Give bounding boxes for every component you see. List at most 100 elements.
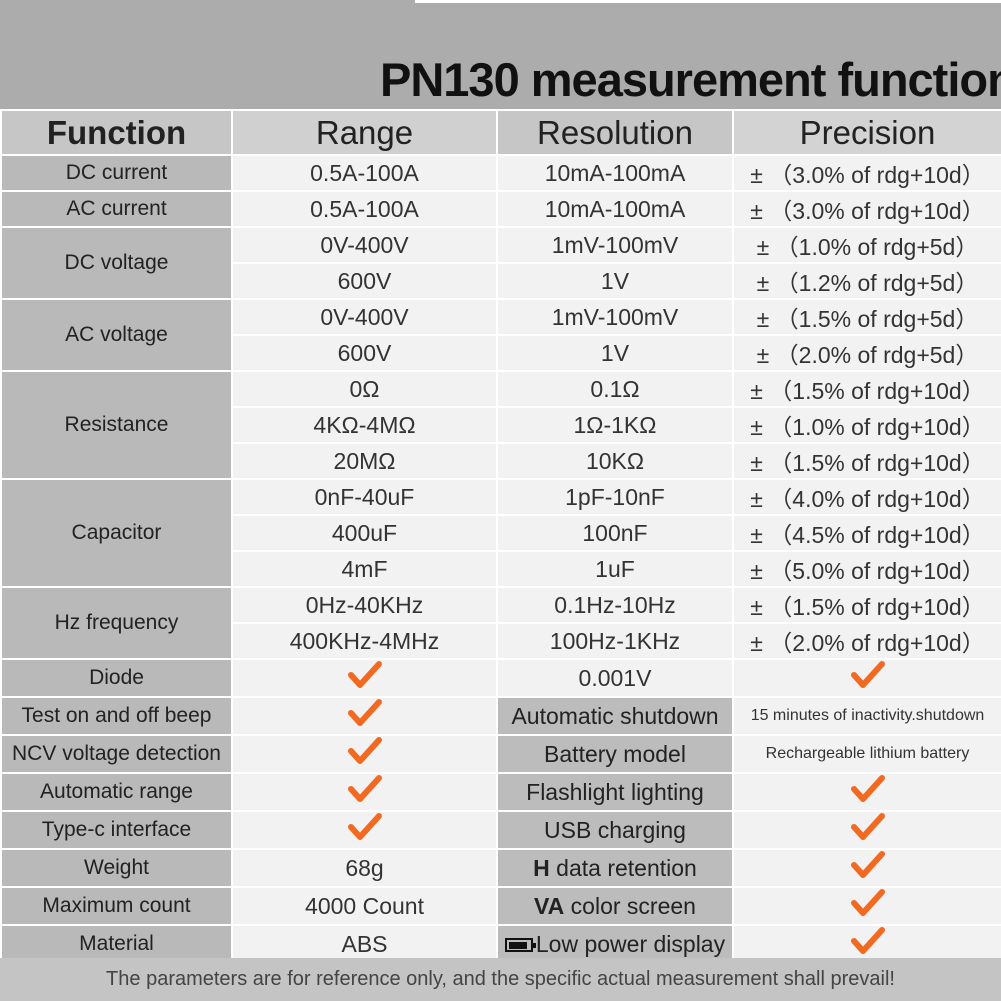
precision-cell: ± （3.0% of rdg+10d）: [732, 190, 1001, 228]
resolution-cell: 10mA-100mA: [496, 190, 734, 228]
resolution-cell: 1mV-100mV: [496, 298, 734, 336]
range-cell: 0Hz-40KHz: [231, 586, 498, 624]
resolution-cell: 1pF-10nF: [496, 478, 734, 516]
checkmark-icon: [347, 775, 382, 809]
checkmark-icon: [347, 737, 382, 771]
table-row: 600V 1V ± （1.2% of rdg+5d）: [1, 262, 1001, 300]
function-label: Resistance: [0, 370, 233, 480]
resolution-cell: 1V: [496, 334, 734, 372]
table-row: 4mF 1uF ± （5.0% of rdg+10d）: [1, 550, 1001, 588]
table-row: 4KΩ-4MΩ 1Ω-1KΩ ± （1.0% of rdg+10d）: [1, 406, 1001, 444]
range-cell: 20MΩ: [231, 442, 498, 480]
check-cell: [231, 772, 498, 812]
feature-label: Weight: [0, 848, 233, 888]
feature-label: Flashlight lighting: [496, 772, 734, 812]
feature-row: Maximum count 4000 Count VA color screen: [0, 886, 1001, 926]
resolution-cell: 100nF: [496, 514, 734, 552]
feature-row: Weight 68g H data retention: [0, 848, 1001, 888]
feature-label: H data retention: [496, 848, 734, 888]
check-cell: [732, 848, 1001, 888]
table-row: 400KHz-4MHz 100Hz-1KHz ± （2.0% of rdg+10…: [1, 622, 1001, 660]
checkmark-icon: [347, 661, 382, 695]
range-cell: 600V: [231, 334, 498, 372]
range-cell: 4KΩ-4MΩ: [231, 406, 498, 444]
resolution-cell: 10mA-100mA: [496, 154, 734, 192]
table-row: Resistance 0Ω 0.1Ω ± （1.5% of rdg+10d）: [0, 370, 1001, 480]
hold-prefix: H: [533, 854, 550, 881]
feature-label: USB charging: [496, 810, 734, 850]
table-row: AC current 0.5A-100A 10mA-100mA ± （3.0% …: [0, 190, 1001, 228]
check-cell: [732, 772, 1001, 812]
checkmark-icon: [347, 813, 382, 847]
feature-value: 68g: [231, 848, 498, 888]
check-cell: [231, 696, 498, 736]
checkmark-icon: [850, 813, 885, 847]
range-cell: 600V: [231, 262, 498, 300]
header-range: Range: [231, 109, 498, 156]
function-label: Capacitor: [0, 478, 233, 588]
precision-cell: ± （2.0% of rdg+5d）: [732, 334, 1001, 372]
table-row: Hz frequency 0Hz-40KHz 0.1Hz-10Hz ± （1.5…: [0, 586, 1001, 660]
header-row: Function Range Resolution Precision: [0, 109, 1001, 156]
battery-icon: [504, 938, 536, 953]
va-label: color screen: [564, 892, 696, 919]
header-function: Function: [0, 109, 233, 156]
feature-row: Test on and off beep Automatic shutdown …: [0, 696, 1001, 736]
check-cell: [732, 810, 1001, 850]
table-row: DC voltage 0V-400V 1mV-100mV ± （1.0% of …: [0, 226, 1001, 300]
page-title: PN130 measurement function: [380, 53, 1001, 106]
footer-note: The parameters are for reference only, a…: [0, 958, 1001, 1001]
table-row: 600V 1V ± （2.0% of rdg+5d）: [1, 334, 1001, 372]
precision-cell: ± （1.0% of rdg+5d）: [732, 226, 1001, 264]
check-cell: [732, 658, 1001, 698]
feature-label: VA color screen: [496, 886, 734, 926]
range-cell: 0V-400V: [231, 226, 498, 264]
feature-row: Automatic range Flashlight lighting: [0, 772, 1001, 812]
checkmark-icon: [850, 775, 885, 809]
precision-cell: ± （1.5% of rdg+5d）: [732, 298, 1001, 336]
precision-cell: ± （4.0% of rdg+10d）: [732, 478, 1001, 516]
function-label: DC voltage: [0, 226, 233, 300]
feature-label: Battery model: [496, 734, 734, 774]
function-label: AC current: [0, 190, 233, 228]
checkmark-icon: [850, 889, 885, 923]
feature-value: 4000 Count: [231, 886, 498, 926]
low-power-label: Low power display: [535, 930, 726, 957]
function-label: Diode: [0, 658, 233, 698]
checkmark-icon: [850, 851, 885, 885]
feature-value: ABS: [231, 924, 498, 964]
feature-label: Material: [0, 924, 233, 964]
checkmark-icon: [850, 661, 885, 695]
resolution-cell: 1V: [496, 262, 734, 300]
feature-label: Low power display: [496, 924, 734, 964]
feature-row: Material ABS Low power display: [0, 924, 1001, 964]
hold-label: data retention: [549, 854, 697, 881]
range-cell: 400uF: [231, 514, 498, 552]
precision-cell: ± （1.5% of rdg+10d）: [732, 442, 1001, 480]
resolution-cell: 100Hz-1KHz: [496, 622, 734, 660]
spec-table: Function Range Resolution Precision DC c…: [0, 109, 1001, 964]
feature-row: Type-c interface USB charging: [0, 810, 1001, 850]
resolution-cell: 0.1Ω: [496, 370, 734, 408]
check-cell: [732, 886, 1001, 926]
range-cell: 0.5A-100A: [231, 190, 498, 228]
feature-label: Type-c interface: [0, 810, 233, 850]
check-cell: [732, 924, 1001, 964]
precision-cell: ± （1.5% of rdg+10d）: [732, 370, 1001, 408]
header-resolution: Resolution: [496, 109, 734, 156]
feature-label: Automatic range: [0, 772, 233, 812]
table-row: AC voltage 0V-400V 1mV-100mV ± （1.5% of …: [0, 298, 1001, 372]
precision-cell: ± （3.0% of rdg+10d）: [732, 154, 1001, 192]
resolution-cell: 10KΩ: [496, 442, 734, 480]
check-cell: [231, 734, 498, 774]
check-cell: [231, 658, 498, 698]
precision-cell: ± （1.2% of rdg+5d）: [732, 262, 1001, 300]
resolution-cell: 1Ω-1KΩ: [496, 406, 734, 444]
function-label: DC current: [0, 154, 233, 192]
range-cell: 0nF-40uF: [231, 478, 498, 516]
range-cell: 400KHz-4MHz: [231, 622, 498, 660]
feature-value: 15 minutes of inactivity.shutdown: [732, 696, 1001, 736]
precision-cell: ± （1.5% of rdg+10d）: [732, 586, 1001, 624]
table-row: DC current 0.5A-100A 10mA-100mA ± （3.0% …: [0, 154, 1001, 192]
feature-row: NCV voltage detection Battery model Rech…: [0, 734, 1001, 774]
